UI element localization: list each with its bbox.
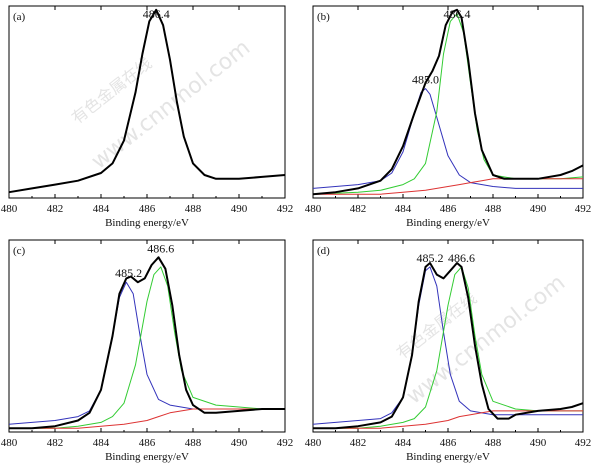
x-tick-label: 490 bbox=[530, 203, 547, 215]
x-tick-label: 480 bbox=[1, 437, 18, 449]
x-tick-label: 490 bbox=[530, 437, 547, 449]
panel-label: (b) bbox=[317, 11, 330, 23]
peak-label: 485.2 bbox=[417, 251, 444, 265]
x-tick-label: 490 bbox=[231, 437, 248, 449]
x-tick-label: 492 bbox=[277, 437, 294, 449]
peak-label: 486.6 bbox=[448, 251, 475, 265]
component-curve bbox=[312, 88, 583, 189]
peak-label: 486.6 bbox=[147, 241, 174, 255]
chart-panel: 480 482 484 486 488 490 492 Binding energy/eV (d… bbox=[305, 239, 591, 463]
chart-panel: 480 482 484 486 488 490 492 Binding energy/eV (a… bbox=[1, 5, 294, 229]
x-tick-label: 490 bbox=[231, 203, 248, 215]
component-curve bbox=[313, 266, 583, 429]
x-tick-label: 492 bbox=[575, 437, 591, 449]
x-tick-label: 482 bbox=[47, 203, 64, 215]
x-tick-label: 484 bbox=[93, 203, 110, 215]
peak-label: 486.4 bbox=[444, 7, 471, 21]
chart-panel: 480 482 484 486 488 490 492 Binding energy/eV (c… bbox=[1, 239, 294, 463]
x-tick-label: 488 bbox=[485, 437, 502, 449]
x-tick-label: 480 bbox=[305, 437, 322, 449]
peak-label: 486.4 bbox=[143, 7, 170, 21]
x-tick-label: 488 bbox=[485, 203, 502, 215]
component-curve bbox=[9, 408, 285, 429]
x-tick-label: 488 bbox=[185, 437, 202, 449]
x-tick-label: 486 bbox=[440, 203, 457, 215]
peak-label: 485.2 bbox=[115, 266, 142, 280]
chart-panel: 480 482 484 486 488 490 492 Binding energy/eV (b… bbox=[305, 5, 591, 229]
x-tick-label: 482 bbox=[350, 437, 367, 449]
x-tick-label: 492 bbox=[575, 203, 591, 215]
x-tick-label: 486 bbox=[440, 437, 457, 449]
x-tick-label: 492 bbox=[277, 203, 294, 215]
panels-layer: 480 482 484 486 488 490 492 Binding energy/eV (a… bbox=[1, 5, 591, 463]
panel-label: (c) bbox=[13, 245, 26, 257]
x-axis-label: Binding energy/eV bbox=[406, 217, 490, 229]
component-curve bbox=[312, 13, 584, 195]
x-tick-label: 488 bbox=[185, 203, 202, 215]
x-axis-label: Binding energy/eV bbox=[105, 451, 189, 463]
envelope-curve bbox=[312, 8, 584, 196]
x-axis-label: Binding energy/eV bbox=[406, 451, 490, 463]
component-curve bbox=[313, 178, 583, 195]
x-tick-label: 480 bbox=[305, 203, 322, 215]
x-axis-label: Binding energy/eV bbox=[105, 217, 189, 229]
watermark-text: www.cnnmol.com bbox=[87, 35, 255, 174]
panel-label: (a) bbox=[13, 11, 26, 23]
component-curve bbox=[312, 266, 583, 425]
envelope-curve bbox=[8, 8, 286, 194]
envelope-curve bbox=[9, 256, 285, 430]
x-tick-label: 486 bbox=[139, 437, 156, 449]
x-tick-label: 482 bbox=[350, 203, 367, 215]
envelope-curve bbox=[313, 262, 584, 430]
x-tick-label: 484 bbox=[93, 437, 110, 449]
component-curve bbox=[9, 266, 285, 429]
peak-label: 485.0 bbox=[412, 73, 439, 87]
plot-frame bbox=[312, 239, 584, 433]
x-tick-label: 482 bbox=[47, 437, 64, 449]
x-tick-label: 484 bbox=[395, 203, 412, 215]
x-tick-label: 486 bbox=[139, 203, 156, 215]
panel-label: (d) bbox=[317, 245, 330, 257]
plot-frame bbox=[8, 239, 286, 433]
component-curve bbox=[313, 410, 583, 429]
x-tick-label: 480 bbox=[1, 203, 18, 215]
x-tick-label: 484 bbox=[395, 437, 412, 449]
